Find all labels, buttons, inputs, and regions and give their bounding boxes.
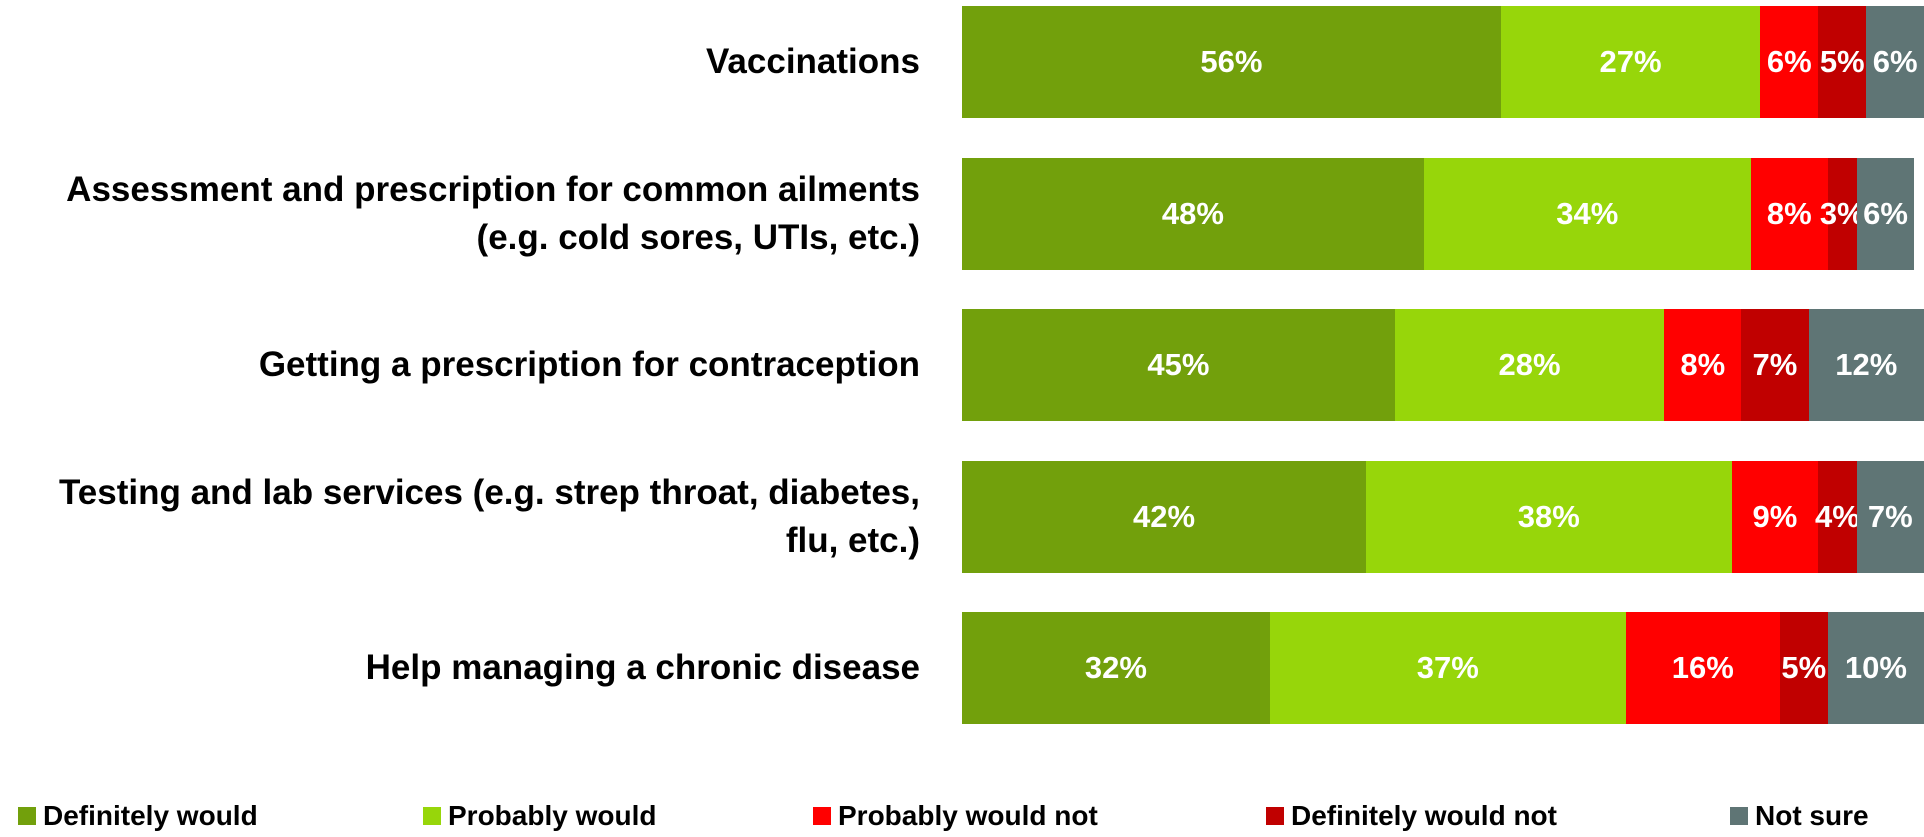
- category-label: Getting a prescription for contraception: [258, 345, 920, 384]
- bar-segment: [1394, 309, 1665, 421]
- legend-swatch: [18, 807, 36, 825]
- category-label: Vaccinations: [706, 42, 920, 81]
- value-label: 16%: [1671, 650, 1734, 685]
- bar-segment: [1827, 612, 1924, 724]
- value-label: 9%: [1752, 498, 1798, 534]
- value-label: 32%: [1084, 650, 1147, 685]
- legend-label: Probably would not: [838, 800, 1098, 831]
- bar-segment: [1750, 157, 1828, 270]
- value-label: 5%: [1781, 650, 1827, 685]
- bar-segment: [962, 309, 1395, 421]
- category-label: Assessment and prescription for common a…: [66, 169, 920, 257]
- category-label: Help managing a chronic disease: [365, 648, 920, 687]
- bar-segment: [1818, 460, 1857, 573]
- value-label: 27%: [1599, 44, 1662, 79]
- bar-segment: [1625, 612, 1780, 724]
- bar-segment: [1856, 157, 1915, 270]
- value-label: 28%: [1498, 347, 1561, 382]
- bar-segment: [1760, 6, 1819, 118]
- value-label: 34%: [1556, 195, 1619, 231]
- bar-segment: [1856, 460, 1924, 573]
- legend-item: Probably would: [423, 800, 656, 832]
- bar-segment: [962, 6, 1501, 118]
- value-label: 10%: [1844, 650, 1907, 685]
- value-label: 37%: [1416, 650, 1479, 685]
- value-label: 6%: [1863, 195, 1908, 231]
- bar-segment: [1664, 309, 1742, 421]
- value-label: 45%: [1147, 347, 1210, 382]
- value-label: 12%: [1835, 347, 1898, 382]
- legend-label: Definitely would: [43, 800, 258, 831]
- legend-label: Definitely would not: [1291, 800, 1557, 831]
- value-label: 6%: [1766, 44, 1812, 79]
- legend-label: Probably would: [448, 800, 657, 831]
- bar-segment: [1808, 309, 1924, 421]
- legend-item: Definitely would: [18, 800, 258, 832]
- legend-swatch: [1730, 807, 1748, 825]
- bar-segment: [1731, 460, 1819, 573]
- bar-segment: [1866, 6, 1924, 118]
- legend-swatch: [423, 807, 441, 825]
- bar-segment: [1818, 6, 1867, 118]
- legend-item: Definitely would not: [1266, 800, 1557, 832]
- value-label: 5%: [1819, 44, 1865, 79]
- value-label: 8%: [1680, 347, 1726, 382]
- bar-segment: [1269, 612, 1626, 724]
- legend-label: Not sure: [1755, 800, 1869, 831]
- bar-segment: [1500, 6, 1761, 118]
- value-label: 7%: [1752, 347, 1798, 382]
- value-label: 42%: [1132, 498, 1196, 534]
- bar-segment: [962, 612, 1270, 724]
- value-label: 38%: [1517, 498, 1580, 534]
- value-label: 4%: [1815, 498, 1860, 534]
- value-label: 48%: [1161, 195, 1224, 231]
- value-label: 8%: [1766, 195, 1812, 231]
- bar-segment: [1423, 157, 1751, 270]
- bar-segment: [1741, 309, 1809, 421]
- legend-item: Probably would not: [813, 800, 1098, 832]
- legend-item: Not sure: [1730, 800, 1869, 832]
- category-label: Testing and lab services (e.g. strep thr…: [59, 472, 920, 560]
- value-label: 56%: [1200, 44, 1263, 79]
- bar-segment: [962, 460, 1367, 573]
- legend-swatch: [1266, 807, 1284, 825]
- value-label: 7%: [1867, 498, 1913, 534]
- legend-swatch: [813, 807, 831, 825]
- bar-segment: [962, 157, 1424, 270]
- value-label: 6%: [1872, 44, 1918, 79]
- bar-segment: [1827, 157, 1857, 270]
- bar-segment: [1366, 460, 1732, 573]
- bar-segment: [1779, 612, 1828, 724]
